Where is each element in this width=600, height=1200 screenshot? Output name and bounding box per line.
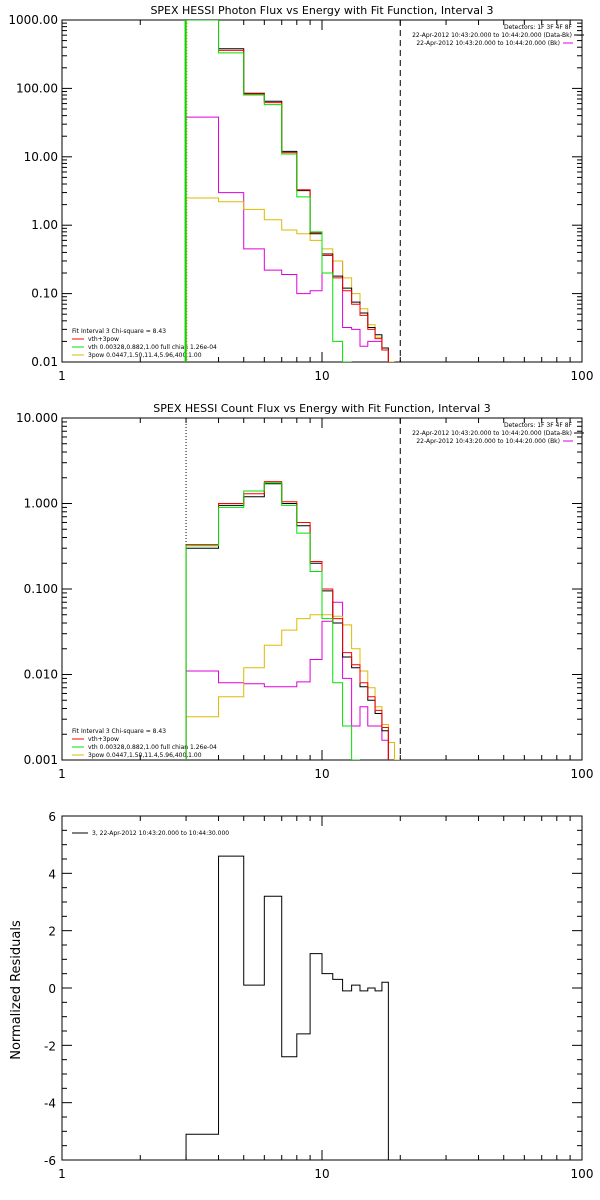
count-flux-title: SPEX HESSI Count Flux vs Energy with Fit… [153, 402, 490, 415]
photon-header-bk: 22-Apr-2012 10:43:20.000 to 10:44:20.000… [416, 40, 560, 47]
count-series-black [185, 483, 389, 760]
photon-y-tick-label: 0.10 [31, 287, 58, 301]
count-fit-chi: Fit Interval 3 Chi-square = 8.43 [72, 728, 166, 735]
photon-y-tick-label: 1000.00 [8, 13, 58, 27]
photon-fit-3pow: 3pow 0.0447,1.50,11.4,5.96,400,1.00 [88, 352, 202, 359]
count-fit-vth: vth 0.00328,0.882,1.00 full chian 1.26e-… [88, 744, 217, 751]
photon-flux-panel: SPEX HESSI Photon Flux vs Energy with Fi… [72, 4, 584, 359]
photon-x-tick-label: 10 [314, 369, 329, 383]
photon-series-black [185, 20, 389, 362]
photon-fit-chi: Fit Interval 3 Chi-square = 8.43 [72, 328, 166, 335]
count-flux-fit-info: Fit Interval 3 Chi-square = 8.43 vth+3po… [72, 728, 217, 759]
residual-x-tick-label: 100 [571, 1167, 594, 1181]
count-y-tick-label: 0.100 [24, 582, 58, 596]
count-x-tick-label: 1 [58, 767, 66, 781]
count-fit-3pow: 3pow 0.0447,1.50,11.4,5.96,400,1.00 [88, 752, 202, 759]
photon-series-green [185, 20, 352, 362]
count-y-tick-label: 0.010 [24, 668, 58, 682]
residual-y-tick-label: 0 [48, 982, 56, 996]
residual-y-tick-label: -2 [44, 1039, 56, 1053]
count-x-tick-label: 10 [314, 767, 329, 781]
count-header-data-bk: 22-Apr-2012 10:43:20.000 to 10:44:20.000… [412, 430, 572, 437]
photon-header-detectors: Detectors: 1F 3F 4F 8F [504, 24, 573, 31]
residuals-y-label: Normalized Residuals [9, 920, 24, 1060]
photon-fit-vth: vth 0.00328,0.882,1.00 full chian 1.26e-… [88, 344, 217, 351]
photon-plot-area: 1 10 100 0.01 0.10 1.00 10.00 100.00 1000.00 [8, 13, 593, 383]
photon-y-tick-label: 1.00 [31, 218, 58, 232]
count-y-tick-label: 1.000 [24, 497, 58, 511]
photon-x-tick-label: 1 [58, 369, 66, 383]
count-header-bk: 22-Apr-2012 10:43:20.000 to 10:44:20.000… [416, 438, 560, 445]
photon-x-tick-label: 100 [571, 369, 594, 383]
photon-series-red [185, 20, 389, 362]
residual-series-black [185, 855, 389, 1160]
residual-plot-area: 1 10 100 -6 -4 -2 0 2 4 6 [44, 810, 593, 1181]
count-series-green [185, 482, 360, 760]
photon-y-tick-label: 10.00 [24, 150, 58, 164]
residuals-panel: Normalized Residuals 3, 22-Apr-2012 10:4… [9, 830, 229, 1060]
count-series-group [185, 481, 401, 760]
residual-x-tick-label: 10 [314, 1167, 329, 1181]
residual-series-group [185, 855, 389, 1160]
residual-y-tick-label: 6 [48, 810, 56, 824]
residual-y-tick-label: 4 [48, 867, 56, 881]
count-x-tick-label: 100 [571, 767, 594, 781]
count-y-tick-label: 0.001 [24, 753, 58, 767]
count-y-tick-label: 10.000 [16, 411, 58, 425]
photon-fit-total: vth+3pow [88, 336, 119, 343]
photon-y-tick-label: 100.00 [16, 81, 58, 95]
count-header-detectors: Detectors: 1F 3F 4F 8F [504, 422, 573, 429]
residual-y-tick-label: -6 [44, 1154, 56, 1168]
photon-header-data-bk: 22-Apr-2012 10:43:20.000 to 10:44:20.000… [412, 32, 572, 39]
count-series-red [185, 481, 389, 760]
count-plot-area: 1 10 100 0.001 0.010 0.100 1.000 10.000 [16, 411, 593, 781]
photon-flux-title: SPEX HESSI Photon Flux vs Energy with Fi… [150, 4, 493, 17]
residuals-legend-label: 3, 22-Apr-2012 10:43:20.000 to 10:44:30.… [92, 830, 229, 837]
residual-y-tick-label: -4 [44, 1097, 56, 1111]
photon-series-group [185, 20, 395, 362]
residuals-legend: 3, 22-Apr-2012 10:43:20.000 to 10:44:30.… [72, 830, 229, 837]
photon-y-tick-label: 0.01 [31, 355, 58, 369]
photon-flux-fit-info: Fit Interval 3 Chi-square = 8.43 vth+3po… [72, 328, 217, 359]
count-fit-total: vth+3pow [88, 736, 119, 743]
residual-y-tick-label: 2 [48, 925, 56, 939]
residual-x-tick-label: 1 [58, 1167, 66, 1181]
